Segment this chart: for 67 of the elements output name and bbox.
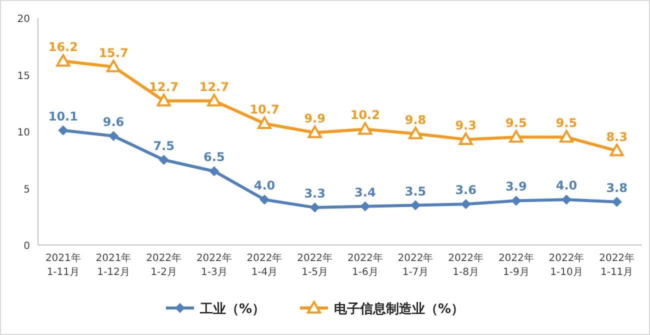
x-tick-label: 2022年 1-4月 — [246, 252, 282, 278]
point — [258, 116, 272, 130]
data-label: 10.7 — [250, 102, 280, 117]
data-label: 12.7 — [149, 80, 179, 94]
point — [360, 201, 370, 212]
data-label: 9.5 — [556, 116, 578, 130]
x-tick-label: 2022年 1-3月 — [196, 252, 232, 278]
data-label: 16.2 — [48, 40, 78, 54]
x-tick-label: 2022年 1-10月 — [548, 252, 584, 278]
point — [209, 166, 220, 176]
data-label: 6.5 — [204, 150, 225, 164]
data-label: 3.5 — [404, 184, 426, 198]
x-tick-label: 2021年 1-12月 — [96, 252, 132, 278]
data-label: 9.9 — [304, 112, 326, 126]
point — [158, 154, 169, 165]
data-label: 10.1 — [48, 109, 78, 124]
x-tick-label: 2022年 1-5月 — [297, 252, 333, 278]
data-label: 4.0 — [254, 178, 276, 193]
y-tick-label: 15 — [17, 70, 30, 82]
point — [410, 200, 420, 210]
point — [58, 125, 68, 136]
data-label: 8.3 — [606, 130, 628, 144]
point — [56, 54, 70, 67]
point — [511, 196, 522, 206]
point — [260, 194, 270, 205]
point — [156, 94, 171, 106]
point — [308, 126, 322, 138]
data-label: 7.5 — [153, 138, 174, 153]
data-label: 10.2 — [350, 108, 380, 122]
point — [358, 122, 372, 135]
x-tick-label: 2022年 1-6月 — [347, 252, 383, 278]
x-tick-label: 2022年 1-2月 — [146, 252, 182, 278]
point — [612, 196, 622, 207]
y-tick-label: 5 — [24, 184, 30, 196]
point — [106, 60, 120, 72]
legend-label: 电子信息制造业（%） — [334, 301, 464, 317]
x-tick-label: 2022年 1-8月 — [448, 252, 484, 278]
point — [460, 199, 471, 210]
point — [562, 194, 572, 205]
x-tick-label: 2022年 1-11月 — [599, 252, 635, 278]
point — [560, 130, 574, 143]
point — [108, 131, 118, 142]
data-label: 3.9 — [506, 180, 527, 194]
data-label: 12.7 — [199, 80, 229, 94]
legend-label: 工业（%） — [199, 302, 266, 317]
x-tick-label: 2022年 1-9月 — [498, 252, 534, 278]
y-tick-label: 20 — [17, 14, 30, 25]
x-tick-label: 2021年 1-11月 — [45, 252, 81, 278]
data-label: 3.4 — [354, 185, 376, 200]
data-label: 3.6 — [455, 183, 476, 198]
data-label: 4.0 — [556, 178, 578, 193]
x-tick-label: 2022年 1-7月 — [398, 252, 434, 278]
point — [207, 94, 222, 106]
y-tick-label: 10 — [17, 128, 30, 138]
data-label: 3.3 — [304, 186, 326, 201]
point — [310, 202, 320, 213]
data-label: 15.7 — [98, 46, 128, 60]
data-label: 3.8 — [606, 180, 628, 195]
point — [509, 130, 524, 143]
point — [458, 132, 473, 145]
data-label: 9.3 — [455, 118, 476, 132]
y-tick-label: 0 — [24, 241, 30, 252]
data-label: 9.6 — [102, 115, 124, 130]
data-label: 9.5 — [506, 116, 527, 130]
point — [610, 144, 624, 156]
point — [408, 126, 422, 140]
data-label: 9.8 — [404, 112, 426, 127]
